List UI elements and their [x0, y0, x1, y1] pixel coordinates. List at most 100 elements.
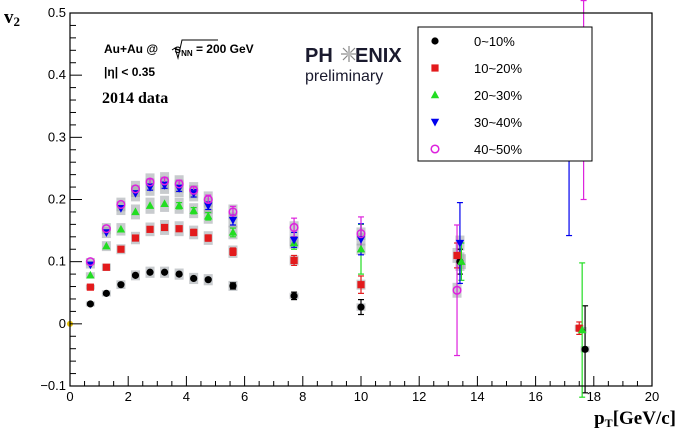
data-point	[131, 234, 140, 242]
data-point	[189, 206, 198, 214]
y-tick-label: 0.5	[48, 5, 66, 20]
legend-marker	[430, 144, 440, 154]
y-tick-label: 0.4	[48, 67, 66, 82]
x-axis-title-unit: [GeV/c]	[613, 408, 676, 429]
y-tick-label: 0	[59, 316, 66, 331]
data-point	[175, 270, 183, 278]
y-axis-title-main: v	[4, 7, 14, 28]
legend-entry: 40~50%	[430, 142, 523, 157]
data-point	[85, 257, 95, 267]
data-point	[145, 201, 155, 209]
y-axis-title: v2	[4, 7, 20, 29]
data-point	[457, 257, 466, 265]
x-tick-label: 12	[412, 389, 426, 404]
data-point	[356, 244, 366, 253]
data-point	[146, 268, 154, 276]
data-point	[577, 325, 587, 334]
logo-wordmark: PH ENIX	[305, 45, 402, 67]
data-point	[228, 227, 238, 236]
y-tick-label: 0.2	[48, 192, 66, 207]
data-point	[228, 216, 238, 225]
data-point	[160, 176, 170, 186]
info-annotation: Au+Au @ sNN = 200 GeV |η| < 0.35 2014 da…	[102, 39, 254, 107]
year-label: 2014 data	[102, 90, 168, 107]
data-point	[290, 256, 298, 265]
data-point	[86, 300, 94, 308]
legend-label: 30~40%	[474, 115, 523, 130]
legend-marker	[431, 64, 439, 72]
data-point	[357, 303, 365, 311]
data-point	[102, 263, 110, 271]
data-point	[204, 202, 213, 211]
data-point	[146, 225, 154, 233]
data-point	[102, 289, 110, 297]
data-point	[289, 236, 299, 245]
phenix-logo: PH ENIX preliminary	[305, 45, 402, 85]
data-point	[190, 274, 198, 283]
y-tick-label: 0.3	[48, 129, 66, 144]
data-point	[204, 234, 212, 242]
data-point	[130, 184, 141, 194]
x-axis-title: pT[GeV/c]	[594, 408, 676, 430]
data-point	[160, 223, 169, 232]
eta-cut-label: |η| < 0.35	[104, 65, 155, 79]
collision-system-label: Au+Au @ sNN = 200 GeV	[104, 42, 254, 58]
y-tick-label: 0.1	[48, 254, 66, 269]
energy-subscript-text: NN	[181, 49, 193, 58]
data-point	[204, 276, 212, 284]
data-point	[160, 199, 169, 208]
sys-box	[116, 197, 126, 212]
x-tick-label: 4	[183, 389, 190, 404]
data-point	[453, 251, 461, 260]
data-point	[190, 228, 198, 237]
data-point	[86, 270, 95, 279]
data-point	[145, 177, 155, 187]
data-point	[290, 292, 298, 300]
data-point	[131, 271, 140, 279]
legend-label: 20~30%	[474, 88, 523, 103]
data-point	[116, 199, 126, 210]
data-point	[117, 245, 125, 253]
x-tick-label: 20	[645, 389, 659, 404]
legend-label: 0~10%	[474, 34, 515, 49]
data-point	[203, 194, 213, 205]
legend-marker	[430, 90, 440, 99]
x-tick-label: 14	[470, 389, 484, 404]
x-tick-label: 18	[587, 389, 601, 404]
data-point	[174, 179, 184, 189]
data-point	[356, 229, 366, 239]
x-tick-label: 16	[528, 389, 542, 404]
data-point	[160, 268, 169, 276]
data-point	[228, 207, 238, 217]
legend-entry: 20~30%	[430, 88, 523, 103]
axis-ticks: 0 2 4 6 8 10 12 14 16 18 20−0.100.10.20.30.40.5	[40, 5, 659, 404]
energy-suffix-text: = 200 GeV	[193, 42, 254, 56]
legend-marker	[431, 37, 439, 45]
data-point	[455, 239, 465, 248]
sys-box	[130, 180, 140, 198]
sys-box	[101, 223, 111, 235]
data-point	[117, 281, 125, 289]
data-point	[204, 211, 213, 220]
legend-label: 10~20%	[474, 61, 523, 76]
data-point	[581, 345, 589, 353]
y-tick-label: −0.1	[40, 378, 66, 393]
system-prefix-text: Au+Au @	[104, 42, 161, 56]
legend-marker	[430, 118, 440, 127]
data-point	[229, 282, 237, 290]
legend-box	[417, 26, 593, 162]
data-point	[575, 324, 583, 332]
x-axis-title-subscript: T	[605, 416, 613, 430]
legend: 0~10% 10~20% 20~30% 30~40% 40~50%	[417, 26, 593, 162]
data-point	[452, 285, 462, 295]
data-point	[175, 225, 183, 233]
x-tick-label: 8	[299, 389, 306, 404]
legend-entry: 10~20%	[431, 61, 523, 76]
data-point	[131, 207, 140, 216]
data-point	[356, 236, 366, 244]
x-tick-label: 2	[125, 389, 132, 404]
data-point	[189, 185, 199, 195]
data-point	[116, 224, 126, 233]
y-axis-title-subscript: 2	[14, 14, 21, 29]
x-tick-label: 10	[354, 389, 368, 404]
